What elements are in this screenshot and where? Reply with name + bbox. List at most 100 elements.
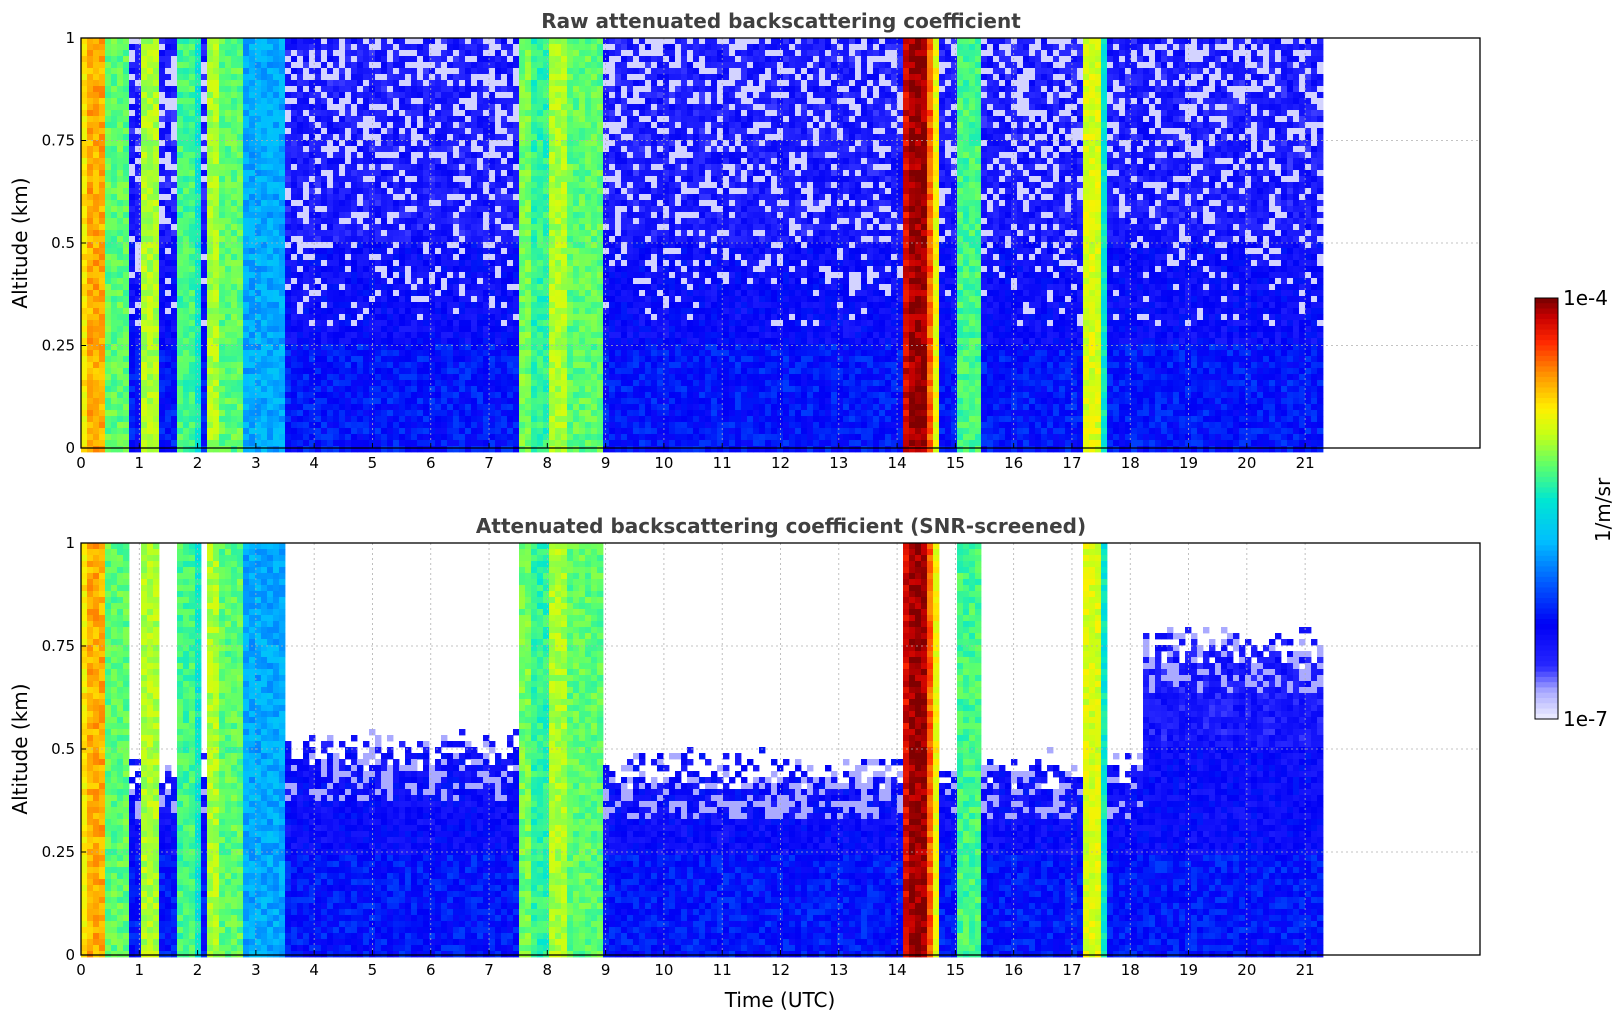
heatmap-cell xyxy=(315,80,321,86)
heatmap-cell xyxy=(453,254,459,260)
heatmap-cell xyxy=(387,38,393,44)
heatmap-cell xyxy=(495,68,501,74)
heatmap-cell xyxy=(363,188,369,194)
heatmap-cell xyxy=(459,140,465,146)
heatmap-cell xyxy=(351,314,357,320)
heatmap-cell xyxy=(165,74,171,80)
heatmap-cell xyxy=(231,170,237,176)
heatmap-cell xyxy=(237,434,243,440)
heatmap-cell xyxy=(225,56,231,62)
heatmap-cell xyxy=(183,410,189,416)
heatmap-cell xyxy=(507,248,513,254)
heatmap-cell xyxy=(243,398,249,404)
heatmap-cell xyxy=(423,122,429,128)
heatmap-cell xyxy=(267,350,273,356)
heatmap-cell xyxy=(183,68,189,74)
heatmap-cell xyxy=(231,326,237,332)
heatmap-cell xyxy=(231,278,237,284)
heatmap-cell xyxy=(489,326,495,332)
heatmap-cell xyxy=(297,212,303,218)
heatmap-cell xyxy=(327,344,333,350)
heatmap-cell xyxy=(489,380,495,386)
heatmap-cell xyxy=(399,434,405,440)
heatmap-cell xyxy=(153,236,159,242)
heatmap-cell xyxy=(399,152,405,158)
heatmap-cell xyxy=(363,74,369,80)
heatmap-cell xyxy=(303,68,309,74)
heatmap-cell xyxy=(117,194,123,200)
heatmap-cell xyxy=(333,188,339,194)
heatmap-cell xyxy=(495,56,501,62)
heatmap-cell xyxy=(261,68,267,74)
heatmap-cell xyxy=(291,194,297,200)
heatmap-cell xyxy=(423,272,429,278)
heatmap-cell xyxy=(105,248,111,254)
heatmap-cell xyxy=(291,320,297,326)
heatmap-cell xyxy=(315,122,321,128)
heatmap-cell xyxy=(99,266,105,272)
heatmap-cell xyxy=(153,56,159,62)
heatmap-cell xyxy=(399,326,405,332)
heatmap-cell xyxy=(261,62,267,68)
heatmap-cell xyxy=(261,440,267,446)
heatmap-cell xyxy=(417,344,423,350)
heatmap-cell xyxy=(363,326,369,332)
heatmap-cell xyxy=(129,158,135,164)
heatmap-cell xyxy=(513,128,519,134)
heatmap-cell xyxy=(261,236,267,242)
heatmap-cell xyxy=(111,164,117,170)
heatmap-cell xyxy=(279,122,285,128)
heatmap-cell xyxy=(363,284,369,290)
heatmap-cell xyxy=(435,278,441,284)
heatmap-cell xyxy=(471,176,477,182)
heatmap-cell xyxy=(333,362,339,368)
heatmap-cell xyxy=(321,428,327,434)
heatmap-cell xyxy=(123,92,129,98)
heatmap-cell xyxy=(375,254,381,260)
heatmap-cell xyxy=(129,422,135,428)
heatmap-cell xyxy=(393,194,399,200)
heatmap-cell xyxy=(303,446,309,452)
heatmap-cell xyxy=(405,428,411,434)
heatmap-cell xyxy=(375,428,381,434)
heatmap-cell xyxy=(423,380,429,386)
heatmap-cell xyxy=(153,290,159,296)
heatmap-cell xyxy=(303,80,309,86)
heatmap-cell xyxy=(465,362,471,368)
heatmap-cell xyxy=(177,404,183,410)
heatmap-cell xyxy=(357,86,363,92)
heatmap-cell xyxy=(345,272,351,278)
heatmap-cell xyxy=(267,98,273,104)
heatmap-cell xyxy=(231,434,237,440)
heatmap-cell xyxy=(219,338,225,344)
heatmap-cell xyxy=(105,446,111,452)
heatmap-cell xyxy=(477,248,483,254)
heatmap-cell xyxy=(357,194,363,200)
heatmap-cell xyxy=(357,68,363,74)
heatmap-cell xyxy=(261,182,267,188)
heatmap-cell xyxy=(141,182,147,188)
heatmap-cell xyxy=(471,74,477,80)
heatmap-cell xyxy=(183,134,189,140)
heatmap-cell xyxy=(183,284,189,290)
heatmap-cell xyxy=(207,74,213,80)
heatmap-cell xyxy=(381,368,387,374)
heatmap-cell xyxy=(357,332,363,338)
heatmap-cell xyxy=(423,206,429,212)
heatmap-cell xyxy=(345,302,351,308)
heatmap-cell xyxy=(465,350,471,356)
heatmap-cell xyxy=(459,326,465,332)
heatmap-cell xyxy=(279,440,285,446)
heatmap-cell xyxy=(93,230,99,236)
heatmap-cell xyxy=(99,380,105,386)
heatmap-cell xyxy=(87,422,93,428)
heatmap-cell xyxy=(441,356,447,362)
heatmap-cell xyxy=(189,326,195,332)
heatmap-cell xyxy=(213,284,219,290)
heatmap-cell xyxy=(105,68,111,74)
heatmap-cell xyxy=(189,146,195,152)
heatmap-cell xyxy=(513,86,519,92)
heatmap-cell xyxy=(141,206,147,212)
heatmap-cell xyxy=(351,230,357,236)
heatmap-cell xyxy=(357,212,363,218)
